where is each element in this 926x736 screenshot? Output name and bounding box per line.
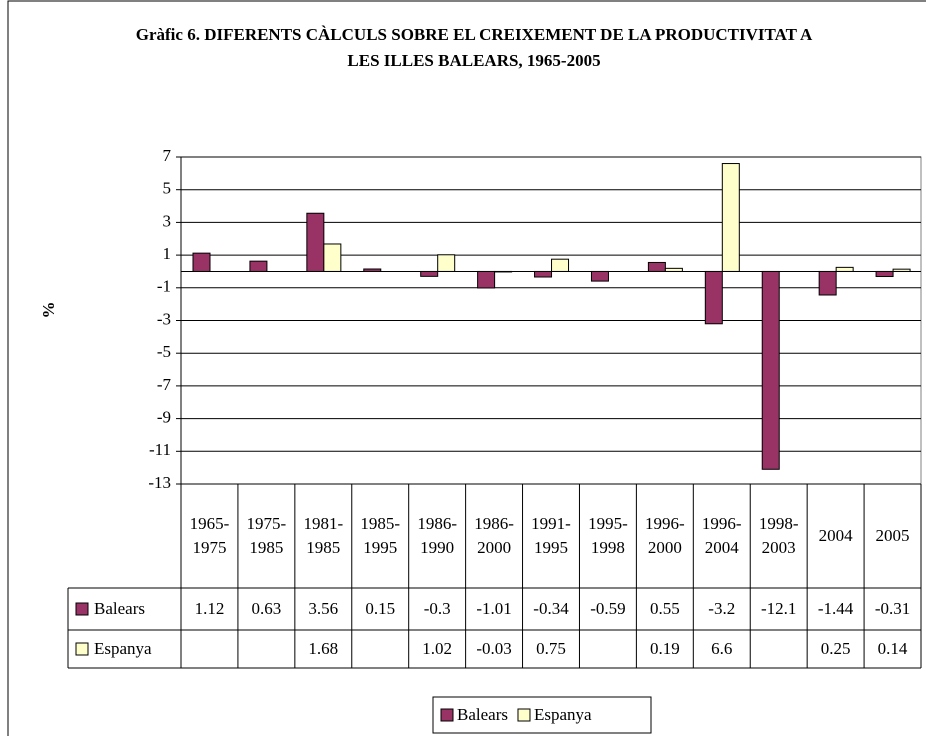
category-label: 1996-2000 [645,514,685,557]
table-value: 0.75 [536,639,566,658]
table-value: -0.03 [476,639,512,658]
table-value: 0.25 [820,639,851,658]
category-label: 1985-1995 [360,514,401,557]
bar [534,270,553,278]
row-header: Espanya [94,639,152,658]
bar [477,270,496,289]
legend-key [517,708,531,722]
y-tick-label: 1 [163,244,172,263]
bar [420,270,439,277]
category-label: 1965-1975 [189,514,230,557]
category-label: 2005 [875,526,910,545]
category-label: 1986-1990 [417,514,457,557]
bar [704,270,723,325]
y-tick-label: 3 [163,211,172,230]
category-label: 1975-1985 [246,514,287,557]
y-axis-label: % [39,302,58,319]
table-value: -12.1 [760,599,797,618]
y-tick-label: 5 [163,179,172,198]
bar [664,267,683,272]
table-value: -0.3 [423,599,451,618]
table-value: 1.68 [308,639,339,658]
table-value: -0.34 [533,599,569,618]
y-tick-label: 7 [163,146,172,165]
bar [249,260,268,272]
y-tick-label: -11 [149,440,171,459]
table-value: 0.14 [877,639,908,658]
bar [437,254,456,272]
table-value: 6.6 [711,639,733,658]
bar [761,270,780,470]
chart-title: Gràfic 6. DIFERENTS CÀLCULS SOBRE EL CRE… [135,25,813,70]
bar [647,261,666,272]
category-label: 1991-1995 [531,514,571,557]
y-tick-label: -9 [157,408,171,427]
bar [875,270,894,278]
category-label: 1986-2000 [474,514,514,557]
legend-label: Balears [457,705,508,724]
category-label: 1998-2003 [758,514,799,557]
bar [363,268,382,272]
y-tick-label: -5 [157,342,171,361]
bar [306,212,325,272]
table-value: 1.02 [422,639,453,658]
table-value: 3.56 [308,599,339,618]
category-label: 1981-1985 [303,514,344,557]
table-value: -1.44 [817,599,854,618]
row-header: Balears [94,599,145,618]
category-label: 2004 [818,526,853,545]
table-value: -1.01 [476,599,512,618]
y-tick-label: -1 [157,277,171,296]
frame [7,0,926,736]
category-label: 1995-1998 [588,514,628,557]
y-tick-label: -3 [157,309,171,328]
legend-key [440,708,454,722]
table-value: 0.55 [649,599,680,618]
table-value: 0.19 [649,639,680,658]
table-value: 0.15 [365,599,396,618]
bar [192,252,211,272]
y-tick-label: -13 [148,473,171,492]
table-value: 0.63 [251,599,282,618]
bar [590,270,609,282]
table-value: -0.59 [590,599,626,618]
table-value: -0.31 [874,599,911,618]
legend-box [432,696,652,734]
table-value: 1.12 [194,599,225,618]
bar [721,163,740,272]
legend-key [75,602,89,616]
bar [551,258,570,272]
category-label: 1996-2004 [701,514,742,557]
bar [323,243,342,272]
bar [892,268,911,272]
table-value: -3.2 [708,599,736,618]
bar [818,270,837,296]
bar [835,266,854,272]
legend-key [75,642,89,656]
legend-label: Espanya [534,705,592,724]
y-tick-label: -7 [157,375,172,394]
